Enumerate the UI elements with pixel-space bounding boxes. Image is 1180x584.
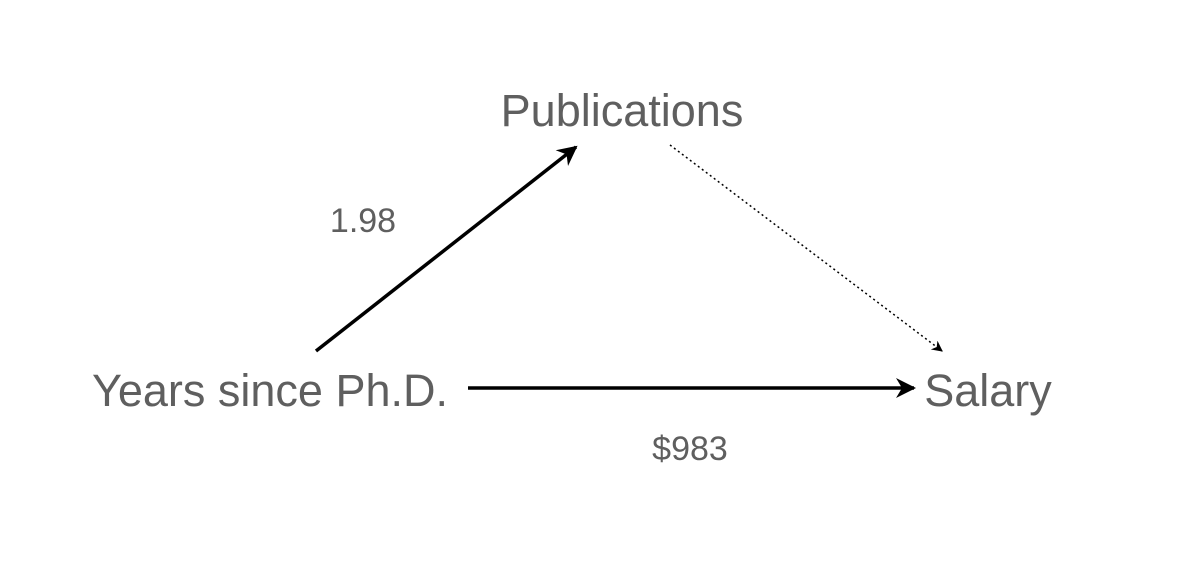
edge-label-years-to-salary: $983 [652, 430, 728, 468]
node-publications: Publications [501, 85, 744, 136]
node-salary: Salary [924, 365, 1052, 416]
edge-label-years-to-publications: 1.98 [330, 202, 396, 240]
node-years-since-phd: Years since Ph.D. [92, 365, 448, 416]
arrow-years-to-publications [314, 145, 578, 353]
dotted-arrow-publications-to-salary [669, 144, 943, 352]
